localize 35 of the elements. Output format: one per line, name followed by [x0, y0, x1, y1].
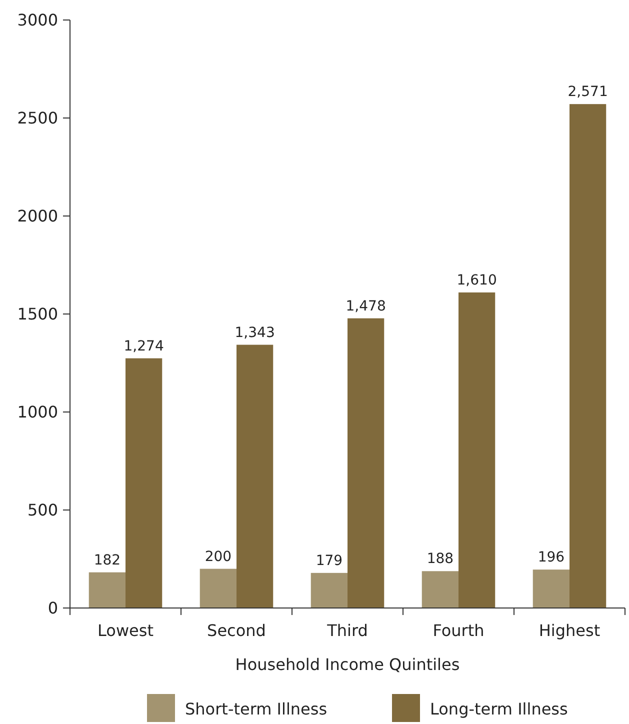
data-label: 200: [204, 548, 232, 565]
bar: [310, 572, 348, 608]
data-label: 1,343: [234, 324, 275, 341]
data-label: 179: [316, 552, 343, 569]
data-label: 1,274: [124, 338, 164, 354]
data-label: 1,478: [346, 298, 386, 314]
y-tick-label: 0: [48, 598, 58, 618]
legend-label: Long-term Illness: [430, 700, 568, 719]
x-tick-label: Highest: [538, 621, 600, 640]
y-tick-label: 2500: [17, 108, 58, 128]
bar: [570, 104, 606, 608]
data-label: 1,610: [456, 272, 497, 288]
data-label: 2,571: [568, 84, 608, 100]
legend-label: Short-term Illness: [185, 700, 328, 719]
y-tick-label: 500: [27, 500, 58, 520]
data-label: 188: [426, 551, 454, 568]
bar: [348, 318, 384, 608]
bar: [458, 292, 496, 608]
y-tick-label: 3000: [17, 10, 58, 30]
bar: [532, 570, 570, 608]
y-tick-label: 1500: [17, 304, 58, 324]
y-tick-label: 1000: [17, 402, 58, 422]
bar: [236, 344, 274, 608]
data-label: 196: [538, 550, 565, 566]
data-label: 182: [94, 552, 121, 568]
y-tick-label: 2000: [17, 206, 58, 226]
x-tick-label: Third: [326, 621, 368, 640]
x-axis-title: Household Income Quintiles: [235, 655, 460, 674]
bar: [88, 572, 126, 608]
bar: [126, 358, 162, 608]
x-tick-label: Second: [207, 621, 266, 640]
x-tick-label: Fourth: [432, 621, 484, 640]
bar: [200, 568, 236, 608]
x-tick-label: Lowest: [98, 621, 154, 640]
bar: [422, 571, 458, 608]
